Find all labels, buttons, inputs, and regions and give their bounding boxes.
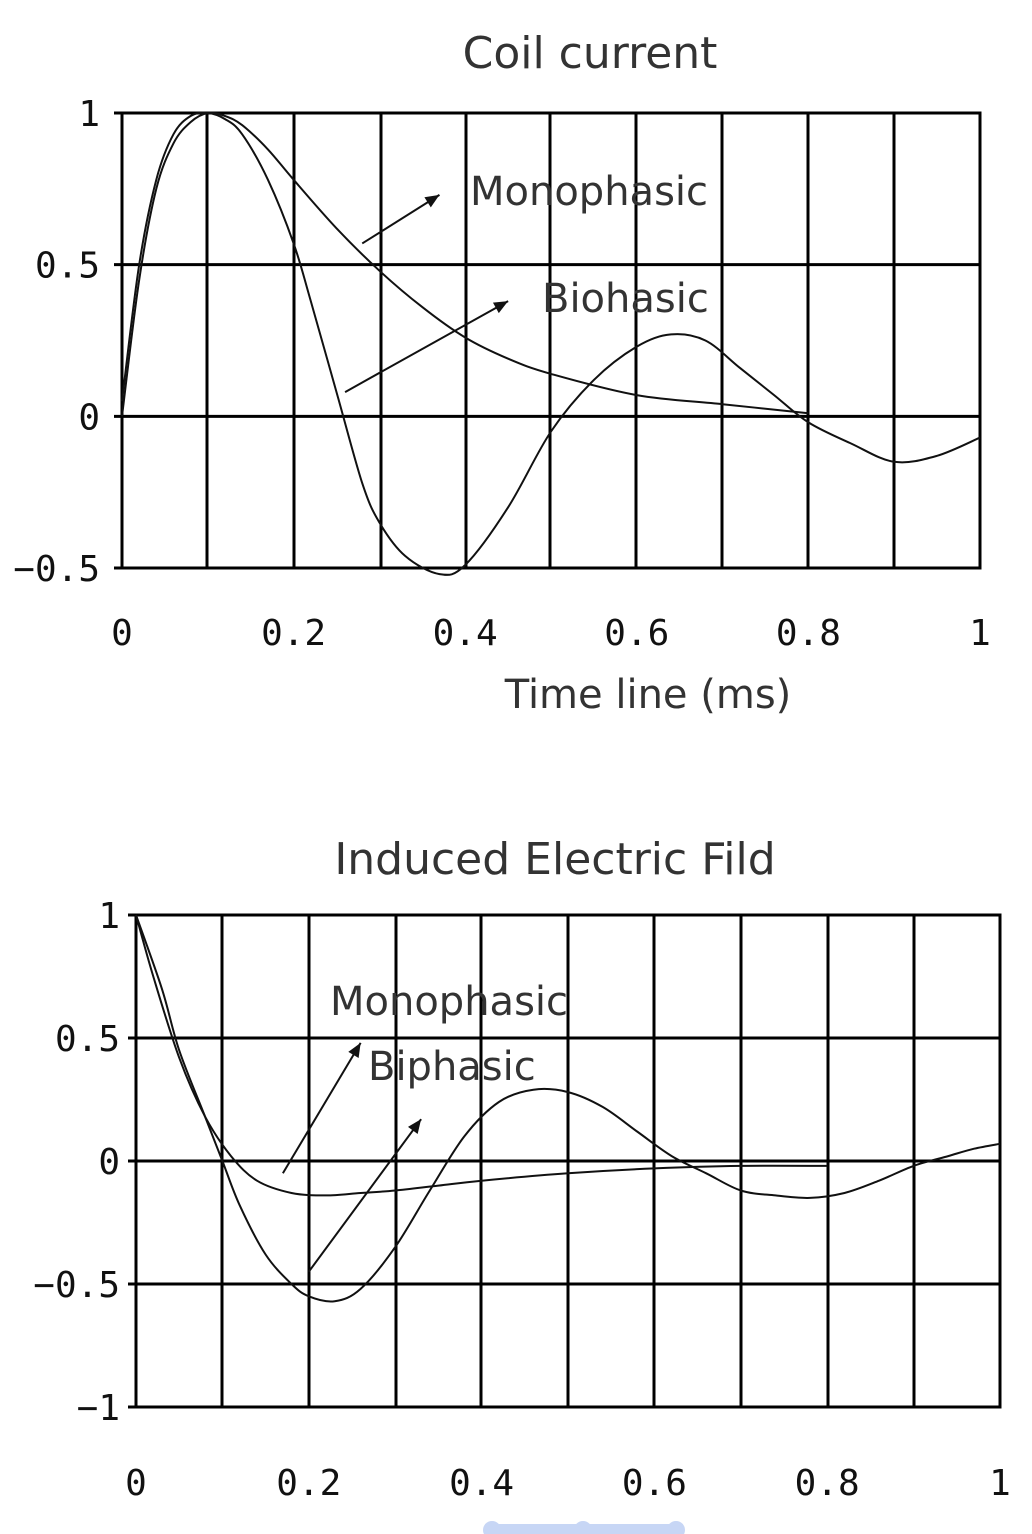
arrowhead-icon (492, 301, 509, 314)
y-tick-label: −0.5 (33, 1265, 120, 1306)
annotation-label: Monophasic (330, 979, 568, 1025)
chart-2: Induced Electric Fild −1 −0.5 0 0.5 1 0 0.2 0.4 0… (33, 834, 1011, 1504)
plot-frame (120, 111, 982, 570)
x-tick-label: 0.8 (776, 613, 841, 654)
y-tick-label: 0 (78, 397, 100, 438)
x-tick-label: 0.8 (795, 1463, 860, 1504)
x-tick-label: 0.4 (433, 613, 498, 654)
annotation-arrow (361, 194, 440, 245)
annotation-label: Monophasic (470, 169, 708, 215)
chart-title: Induced Electric Fild (334, 834, 775, 885)
chart-1: Coil current −0.5 0 0.5 1 0 0.2 0.4 0.6 0.8 1 Time … (13, 28, 991, 718)
x-tick-label: 0.2 (261, 613, 326, 654)
footer-bar (485, 1524, 683, 1534)
y-tick-label: 1 (98, 896, 120, 937)
annotation-arrow (282, 1042, 362, 1174)
annotation-arrow (344, 300, 509, 393)
arrowhead-icon (348, 1042, 361, 1059)
arrowhead-icon (424, 194, 440, 208)
annotation-label: Biphasic (368, 1044, 536, 1090)
plot-frame (134, 913, 1002, 1409)
annotation-arrow (307, 1118, 422, 1273)
x-tick-label: 0.6 (604, 613, 669, 654)
x-tick-label: 0 (125, 1463, 147, 1504)
y-tick-label: 0.5 (35, 246, 100, 287)
x-tick-label: 0.2 (276, 1463, 341, 1504)
x-tick-label: 0.4 (449, 1463, 514, 1504)
arrowhead-icon (407, 1119, 422, 1135)
y-tick-label: −0.5 (13, 549, 100, 590)
x-tick-label: 1 (969, 613, 991, 654)
y-tick-label: 0.5 (55, 1019, 120, 1060)
x-tick-label: 1 (989, 1463, 1011, 1504)
x-tick-label: 0.6 (622, 1463, 687, 1504)
x-tick-label: 0 (111, 613, 133, 654)
series-line-biphasic (135, 914, 1001, 1303)
series-line-monophasic (121, 111, 809, 417)
y-tick-label: −1 (77, 1388, 120, 1429)
series-line-biohasic (121, 111, 981, 576)
annotation-label: Biohasic (542, 276, 709, 322)
y-tick-label: 1 (78, 94, 100, 135)
y-tick-label: 0 (98, 1142, 120, 1183)
x-axis-label: Time line (ms) (504, 672, 792, 718)
chart-title: Coil current (463, 28, 718, 79)
series-line-monophasic (135, 914, 828, 1197)
